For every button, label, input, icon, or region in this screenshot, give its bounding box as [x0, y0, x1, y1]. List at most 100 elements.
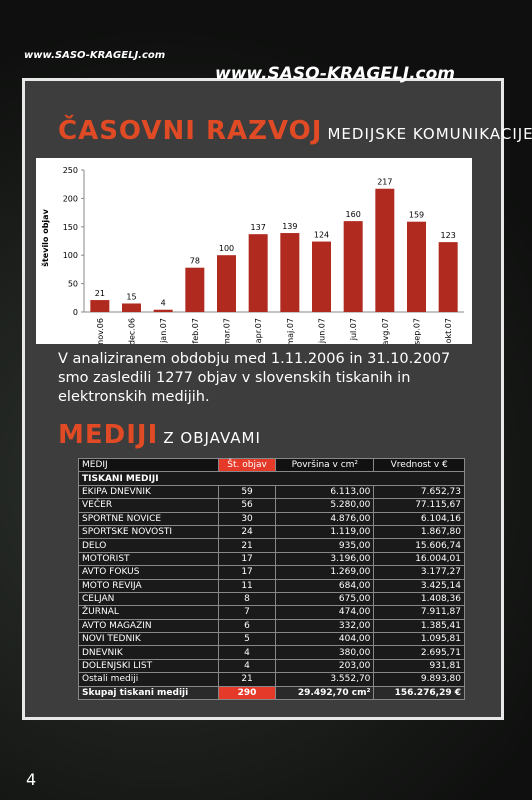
table-row: Ostali mediji 21 3.552,70 9.893,80: [78, 672, 465, 687]
table-row: CELJAN 8 675,00 1.408,36: [78, 591, 465, 607]
table-cell: 56: [217, 498, 277, 513]
table-cell: 1.408,36: [373, 591, 465, 607]
y-axis-label: število objav: [40, 208, 50, 266]
table-cell: Št. objav: [217, 457, 277, 473]
data-label: 217: [377, 178, 392, 187]
table-cell: 2.695,71: [373, 645, 465, 660]
table-cell: 380,00: [275, 645, 375, 660]
table-cell: DNEVNIK: [78, 645, 219, 660]
table-cell: AVTO FOKUS: [78, 565, 219, 580]
table-row: DOLENJSKI LIST 4 203,00 931,81: [78, 658, 465, 674]
bar: [407, 221, 426, 312]
table-cell: 3.177,27: [373, 565, 465, 580]
table-cell: DELO: [78, 538, 219, 553]
heading-title: MEDIJI: [58, 420, 159, 450]
x-tick-label: mar.07: [223, 318, 232, 344]
x-tick-label: sep.07: [413, 318, 422, 344]
table-cell: Ostali mediji: [78, 672, 219, 687]
table-cell: VEČER: [78, 498, 219, 513]
table-cell: 17: [217, 565, 277, 580]
table-cell: MEDIJ: [78, 457, 219, 473]
table-row: ŽURNAL 7 474,00 7.911,87: [78, 605, 465, 620]
table-row: Skupaj tiskani mediji 290 29.492,70 cm² 156…: [78, 685, 465, 701]
x-tick-label: feb.07: [191, 318, 200, 344]
y-tick-label: 250: [63, 166, 78, 175]
table-row: DNEVNIK 4 380,00 2.695,71: [78, 645, 465, 660]
table-cell: 931,81: [373, 658, 465, 674]
x-tick-label: okt.07: [444, 318, 453, 343]
table-cell: 1.269,00: [275, 565, 375, 580]
table-cell: 16.004,01: [373, 551, 465, 567]
table-cell: ŽURNAL: [78, 605, 219, 620]
table-cell: SPORTSKE NOVOSTI: [78, 524, 219, 540]
table-cell: 6.104,16: [373, 511, 465, 526]
data-label: 139: [282, 222, 297, 231]
bar: [438, 242, 458, 312]
table-row: AVTO MAGAZIN 6 332,00 1.385,41: [78, 618, 465, 634]
table-row: SPORTSKE NOVOSTI 24 1.119,00 1.867,80: [78, 524, 465, 540]
media-table: MEDIJ Št. objav Površina v cm² Vrednost v €…: [78, 457, 465, 701]
table-cell: DOLENJSKI LIST: [78, 658, 219, 674]
data-label: 137: [251, 223, 266, 232]
bar: [343, 221, 363, 312]
y-tick-label: 50: [68, 280, 78, 289]
heading: MEDIJI Z OBJAVAMI: [58, 420, 261, 450]
data-label: 78: [190, 257, 200, 266]
x-tick-label: jun.07: [318, 318, 327, 344]
table-cell: 684,00: [275, 578, 375, 593]
table-cell: 30: [217, 511, 277, 526]
table-cell: 21: [217, 538, 277, 553]
table-cell: MOTO REVIJA: [78, 578, 219, 593]
x-tick-label: apr.07: [254, 318, 263, 343]
bar: [185, 267, 205, 312]
chart: število objav 0 50 100 150 200 250 nov.06 21 dec…: [36, 158, 472, 344]
table-cell: 15.606,74: [373, 538, 465, 553]
page-number: 4: [26, 770, 37, 789]
table-cell: Površina v cm²: [275, 457, 375, 473]
table-cell: 11: [217, 578, 277, 593]
data-label: 21: [95, 289, 105, 298]
table-cell: NOVI TEDNIK: [78, 632, 219, 647]
y-tick-label: 100: [63, 251, 78, 260]
table-cell: 4: [217, 645, 277, 660]
table-cell: 332,00: [275, 618, 375, 634]
y-tick-label: 0: [73, 308, 78, 317]
table-row: MOTO REVIJA 11 684,00 3.425,14: [78, 578, 465, 593]
table-row: VEČER 56 5.280,00 77.115,67: [78, 498, 465, 513]
table-cell: AVTO MAGAZIN: [78, 618, 219, 634]
table-cell: 7.911,87: [373, 605, 465, 620]
table-cell: 7.652,73: [373, 484, 465, 500]
x-tick-label: dec.06: [128, 318, 137, 344]
data-label: 4: [161, 299, 166, 308]
paragraph: V analiziranem obdobju med 1.11.2006 in …: [58, 351, 451, 405]
bar: [280, 233, 300, 312]
table-cell: 3.425,14: [373, 578, 465, 593]
y-tick-label: 150: [63, 223, 78, 232]
bar: [217, 255, 236, 312]
group-label: TISKANI MEDIJI: [78, 471, 465, 486]
table-cell: 203,00: [275, 658, 375, 674]
table-cell: Vrednost v €: [373, 457, 465, 473]
bar: [90, 300, 110, 312]
x-tick-label: nov.06: [96, 318, 105, 344]
table-cell: 5: [217, 632, 277, 647]
bar: [248, 234, 268, 312]
table-cell: EKIPA DNEVNIK: [78, 484, 219, 500]
heading-title: ČASOVNI RAZVOJ: [58, 116, 323, 146]
bar: [153, 309, 173, 312]
table-cell: 17: [217, 551, 277, 567]
table-cell: 1.119,00: [275, 524, 375, 540]
x-tick-label: avg.07: [381, 318, 390, 344]
bar: [375, 188, 395, 312]
y-tick-label: 200: [63, 194, 78, 203]
table-cell: 290: [217, 685, 277, 701]
x-tick-label: jul.07: [349, 318, 358, 341]
table-cell: 675,00: [275, 591, 375, 607]
table-cell: 4: [217, 658, 277, 674]
table-cell: 29.492,70 cm²: [275, 685, 375, 701]
data-label: 160: [346, 210, 361, 219]
table-cell: 5.280,00: [275, 498, 375, 513]
table-row: MEDIJ Št. objav Površina v cm² Vrednost v €: [78, 457, 465, 473]
logo-large: www.SASO-KRAGELJ.com: [215, 64, 456, 84]
